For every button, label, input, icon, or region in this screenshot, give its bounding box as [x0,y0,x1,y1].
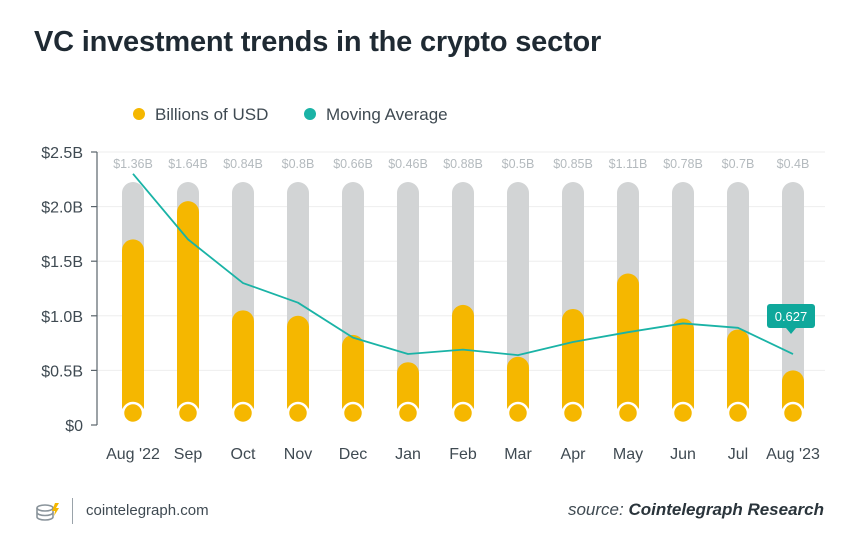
bar-data-label: $0.88B [443,157,483,171]
bar-base-dot [451,401,475,425]
bar [287,315,309,417]
x-tick-label: Mar [504,446,532,463]
bar-data-label: $0.7B [722,157,755,171]
legend: Billions of USD Moving Average [133,105,448,124]
x-tick-label: Oct [231,446,256,463]
bar [177,201,199,417]
bar [507,356,529,417]
bar-data-label: $1.11B [609,157,648,171]
bar-base-dot [726,401,750,425]
bar-data-label: $1.64B [168,157,208,171]
footer-site-link[interactable]: cointelegraph.com [86,502,209,519]
x-tick-label: Aug '22 [106,446,160,463]
annotation-pointer [786,328,796,335]
bar-data-label: $0.85B [553,157,593,171]
bar-data-label: $0.5B [502,157,535,171]
bar-track [782,182,804,417]
x-tick-label: May [613,446,643,463]
y-tick-label: $2.5B [41,145,83,162]
bar-base-dot [396,401,420,425]
legend-label-bars: Billions of USD [155,105,268,124]
footer-divider [72,498,73,524]
x-tick-label: Aug '23 [766,446,820,463]
chart: $0 $0.5B $1.0B $1.5B $2.0B $2.5B Aug '22 Sep Oct… [41,105,825,463]
bar-base-dot [231,401,255,425]
legend-marker-bars [133,108,145,120]
bar-base-dot [286,401,310,425]
bar-base-dot [561,401,585,425]
bar-base-dot [121,401,145,425]
bar-data-label: $1.36B [113,157,153,171]
bar-data-label: $0.4B [777,157,810,171]
data-labels: $1.36B $1.64B $0.84B $0.8B $0.66B $0.46B $0.88… [113,157,809,171]
bar-base-dot [781,401,805,425]
axes: $0 $0.5B $1.0B $1.5B $2.0B $2.5B Aug '22 Sep Oct… [41,145,820,463]
bar-track [397,182,419,417]
x-tick-label: Jun [670,446,696,463]
source-name: Cointelegraph Research [628,500,824,519]
x-tick-label: Feb [449,446,477,463]
bar-base-dot [341,401,365,425]
x-tick-label: Nov [284,446,312,463]
bar-base-dot [506,401,530,425]
annotation-box [767,304,815,329]
moving-average-series: 0.627 [132,173,815,357]
y-tick-label: $2.0B [41,200,83,217]
bar [232,310,254,417]
bar [342,334,364,417]
bar [562,308,584,417]
bar [452,304,474,417]
x-tick-label: Jul [728,446,748,463]
bar-data-label: $0.84B [223,157,263,171]
bar [617,273,639,417]
bar [672,318,694,417]
cointelegraph-logo-icon [34,500,62,531]
footer-source: source: Cointelegraph Research [568,500,824,520]
bar-base-dot [616,401,640,425]
bar-base-dot [671,401,695,425]
y-tick-label: $1.5B [41,254,83,271]
chart-title: VC investment trends in the crypto secto… [34,26,602,58]
bar-data-label: $0.78B [663,157,703,171]
bar [122,239,144,417]
x-tick-label: Sep [174,446,203,463]
annotation-label: 0.627 [775,309,808,324]
bars [121,182,805,425]
bar [727,329,749,417]
y-tick-label: $1.0B [41,309,83,326]
x-tick-label: Dec [339,446,367,463]
bar-data-label: $0.46B [388,157,428,171]
x-tick-label: Apr [561,446,587,463]
legend-marker-line [304,108,316,120]
legend-label-line: Moving Average [326,105,448,124]
y-tick-label: $0 [65,418,83,435]
bar-data-label: $0.8B [282,157,315,171]
x-tick-label: Jan [395,446,421,463]
y-tick-label: $0.5B [41,363,83,380]
bar-data-label: $0.66B [333,157,373,171]
bar-base-dot [176,401,200,425]
source-prefix: source: [567,500,624,519]
